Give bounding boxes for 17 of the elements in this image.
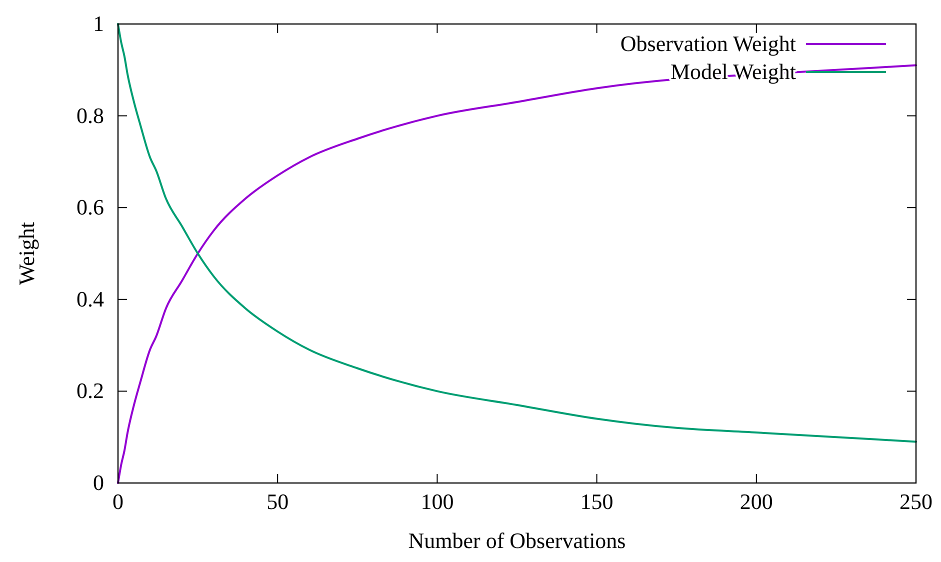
y-tick-label: 0.4	[76, 286, 104, 312]
x-tick-label: 100	[420, 489, 454, 514]
line-series	[117, 64, 917, 484]
y-tick-label: 0	[93, 470, 104, 495]
line-series	[117, 23, 917, 443]
y-tick-label: 1	[93, 11, 104, 36]
x-tick-label: 50	[266, 489, 289, 514]
y-tick-label: 0.6	[76, 194, 104, 220]
y-tick-label: 0.2	[76, 378, 104, 404]
x-axis-title: Number of Observations	[408, 528, 626, 553]
y-tick-label: 0.8	[76, 102, 104, 128]
x-tick-label: 200	[740, 489, 773, 514]
x-tick-label: 150	[580, 489, 614, 514]
y-axis-title: Weight	[14, 222, 39, 285]
x-tick-label: 0	[112, 489, 124, 514]
legend-label: Observation Weight	[620, 31, 796, 56]
x-tick-label: 250	[900, 489, 932, 514]
